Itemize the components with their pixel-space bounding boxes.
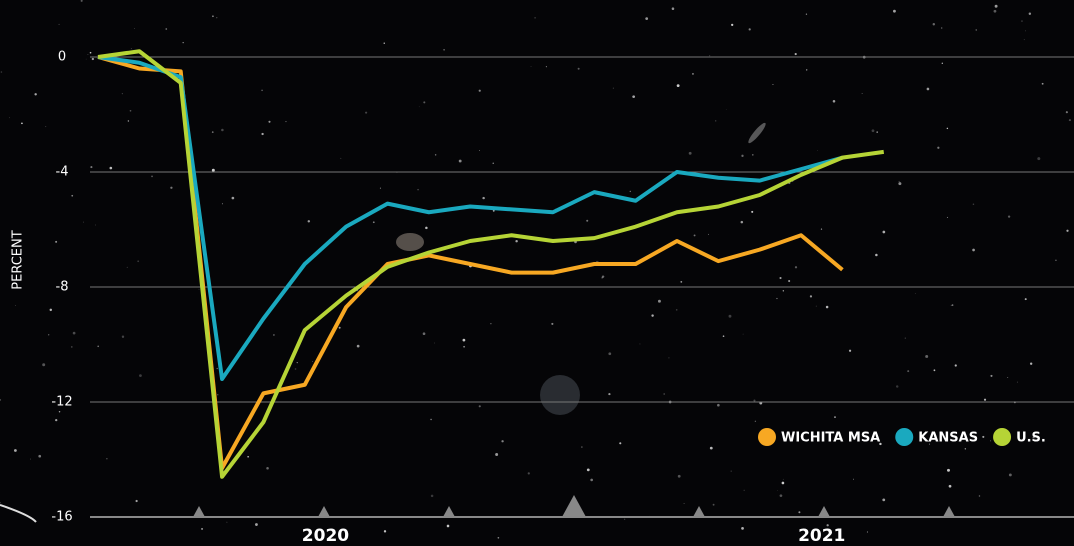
legend-swatch <box>895 428 914 446</box>
legend-label: WICHITA MSA <box>781 431 880 446</box>
y-tick-label: -8 <box>56 280 69 295</box>
y-tick-label: -16 <box>51 510 72 525</box>
axis-markers <box>193 495 955 517</box>
legend-label: U.S. <box>1016 431 1046 446</box>
y-tick-label: -4 <box>56 165 69 180</box>
x-tick-label: 2021 <box>798 526 845 546</box>
legend-label: KANSAS <box>918 431 978 446</box>
x-tick-label: 2020 <box>302 526 349 546</box>
series-line <box>97 49 885 479</box>
galaxy <box>396 233 424 251</box>
galaxy <box>540 375 580 415</box>
galaxy <box>748 122 766 144</box>
legend-swatch <box>993 428 1012 446</box>
y-tick-label: -12 <box>51 395 72 410</box>
series-line <box>97 55 843 381</box>
decoration <box>0 504 37 523</box>
y-tick-label: 0 <box>58 50 66 65</box>
legend-swatch <box>758 428 776 446</box>
y-axis-title: PERCENT <box>11 230 26 289</box>
